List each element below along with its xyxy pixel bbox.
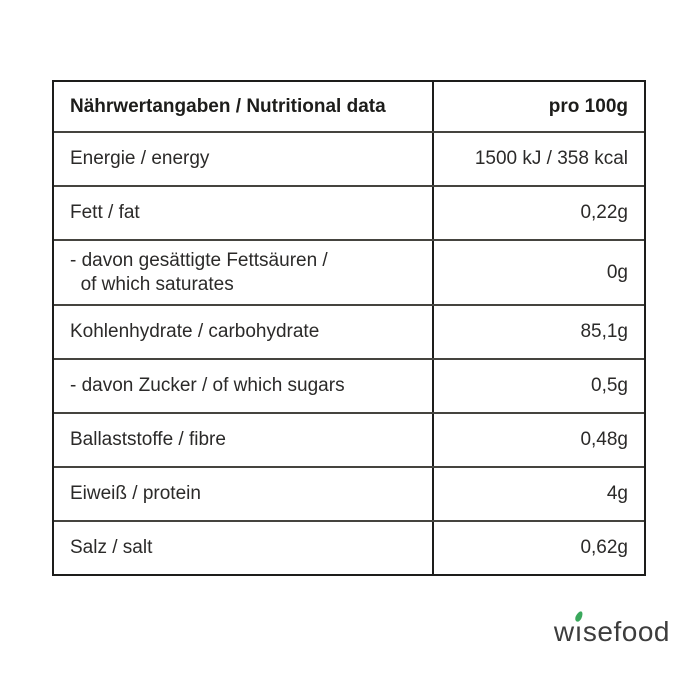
table-row-sugars: - davon Zucker / of which sugars 0,5g [54, 360, 644, 414]
row-value: 0,5g [432, 360, 644, 412]
logo-dotless-i: ı [574, 616, 583, 647]
table-row-fibre: Ballaststoffe / fibre 0,48g [54, 414, 644, 468]
row-label: Eiweiß / protein [70, 483, 201, 504]
table-row-energy: Energie / energy 1500 kJ / 358 kcal [54, 133, 644, 187]
row-label: - davon Zucker / of which sugars [70, 375, 345, 396]
table-header-label: Nährwertangaben / Nutritional data [70, 95, 386, 117]
table-header-value: pro 100g [432, 82, 644, 131]
row-value: 0,62g [432, 522, 644, 574]
table-row-protein: Eiweiß / protein 4g [54, 468, 644, 522]
nutrition-table: Nährwertangaben / Nutritional data pro 1… [52, 80, 646, 576]
row-label: Fett / fat [70, 202, 140, 223]
table-header-row: Nährwertangaben / Nutritional data pro 1… [54, 82, 644, 133]
row-label: Salz / salt [70, 537, 153, 558]
row-value: 0g [432, 241, 644, 304]
table-row-carbohydrate: Kohlenhydrate / carbohydrate 85,1g [54, 306, 644, 360]
logo-letter-i: ı [573, 610, 584, 648]
row-value: 1500 kJ / 358 kcal [432, 133, 644, 185]
logo-text-before-i: w [553, 616, 575, 647]
row-value: 0,22g [432, 187, 644, 239]
wisefood-logo: w ı sefood [553, 610, 670, 648]
row-value: 85,1g [432, 306, 644, 358]
table-row-saturates: - davon gesättigte Fettsäuren / of which… [54, 241, 644, 306]
row-label: Kohlenhydrate / carbohydrate [70, 321, 320, 342]
row-label: - davon gesättigte Fettsäuren / of which… [70, 249, 328, 295]
row-value: 0,48g [432, 414, 644, 466]
row-label: Ballaststoffe / fibre [70, 429, 226, 450]
row-value: 4g [432, 468, 644, 520]
logo-text-after-i: sefood [582, 616, 670, 647]
row-label: Energie / energy [70, 148, 210, 169]
table-row-salt: Salz / salt 0,62g [54, 522, 644, 574]
table-row-fat: Fett / fat 0,22g [54, 187, 644, 241]
